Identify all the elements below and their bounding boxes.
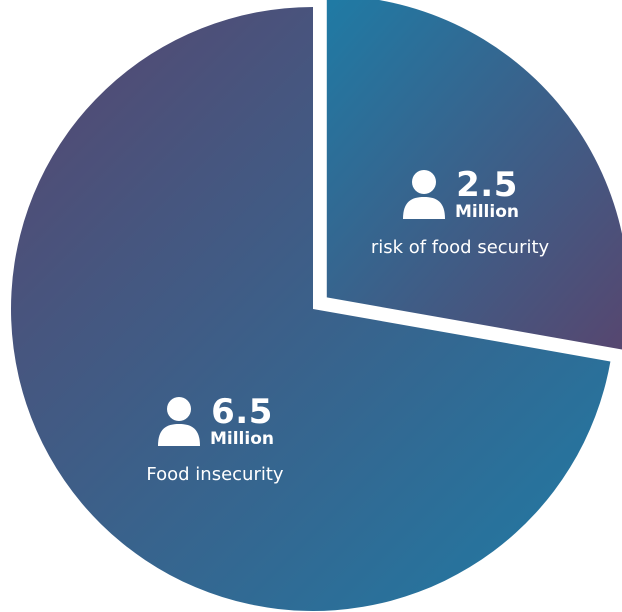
person-icon (402, 169, 445, 219)
slice-value-risk: 2.5 (456, 165, 518, 205)
person-icon (157, 396, 200, 446)
pie-slice-food-insecurity (10, 7, 611, 611)
slice-caption-risk: risk of food security (370, 237, 550, 258)
slice-label-insecurity: 6.5 Million Food insecurity (130, 395, 300, 485)
slice-caption-insecurity: Food insecurity (146, 464, 284, 485)
slice-value-insecurity: 6.5 (211, 392, 273, 432)
pie-slice-risk-food-security (326, 0, 622, 350)
slice-unit-insecurity: Million (209, 429, 274, 449)
slice-unit-risk: Million (454, 202, 519, 222)
slice-label-risk: 2.5 Million risk of food security (360, 168, 560, 258)
